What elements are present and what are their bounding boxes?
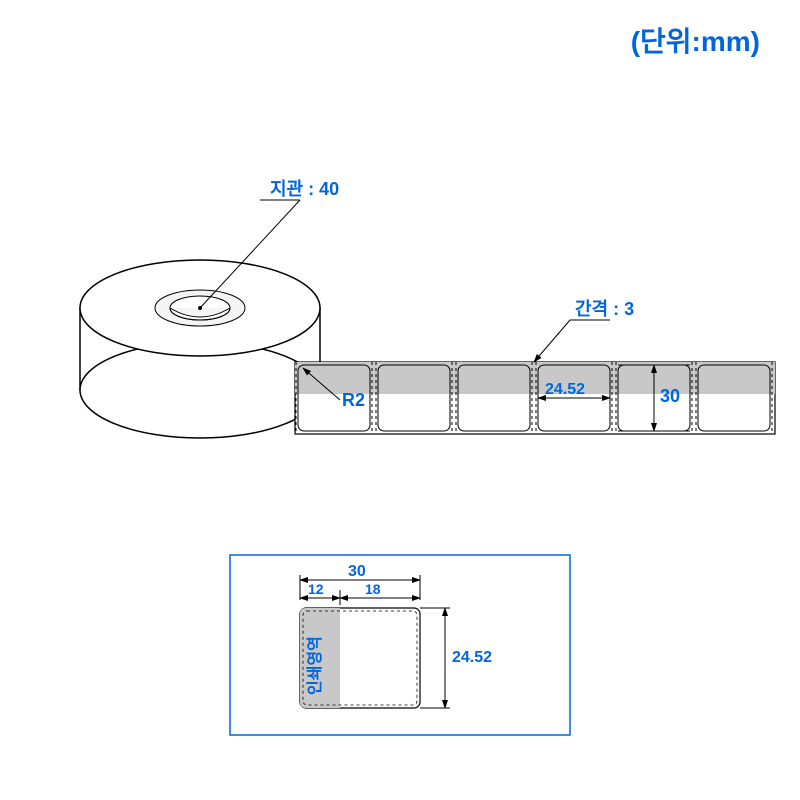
label-width-dim: 24.52 <box>545 381 585 398</box>
detail-margin-left: 12 <box>308 581 324 597</box>
roll-group: 지관 : 40 <box>80 179 775 438</box>
label-height-dim: 30 <box>660 386 680 406</box>
print-area-text: 인쇄영역 <box>306 636 324 695</box>
detail-box: 30 12 18 인쇄영역 24.52 <box>230 555 570 735</box>
detail-height: 24.52 <box>452 649 492 666</box>
detail-outer-width: 30 <box>348 563 366 580</box>
corner-radius-label: R2 <box>342 390 365 410</box>
diagram-svg: 지관 : 40 <box>0 0 800 800</box>
core-label: 지관 : 40 <box>270 179 339 199</box>
detail-print-width: 18 <box>365 581 381 597</box>
gap-label: 간격 : 3 <box>575 299 634 319</box>
